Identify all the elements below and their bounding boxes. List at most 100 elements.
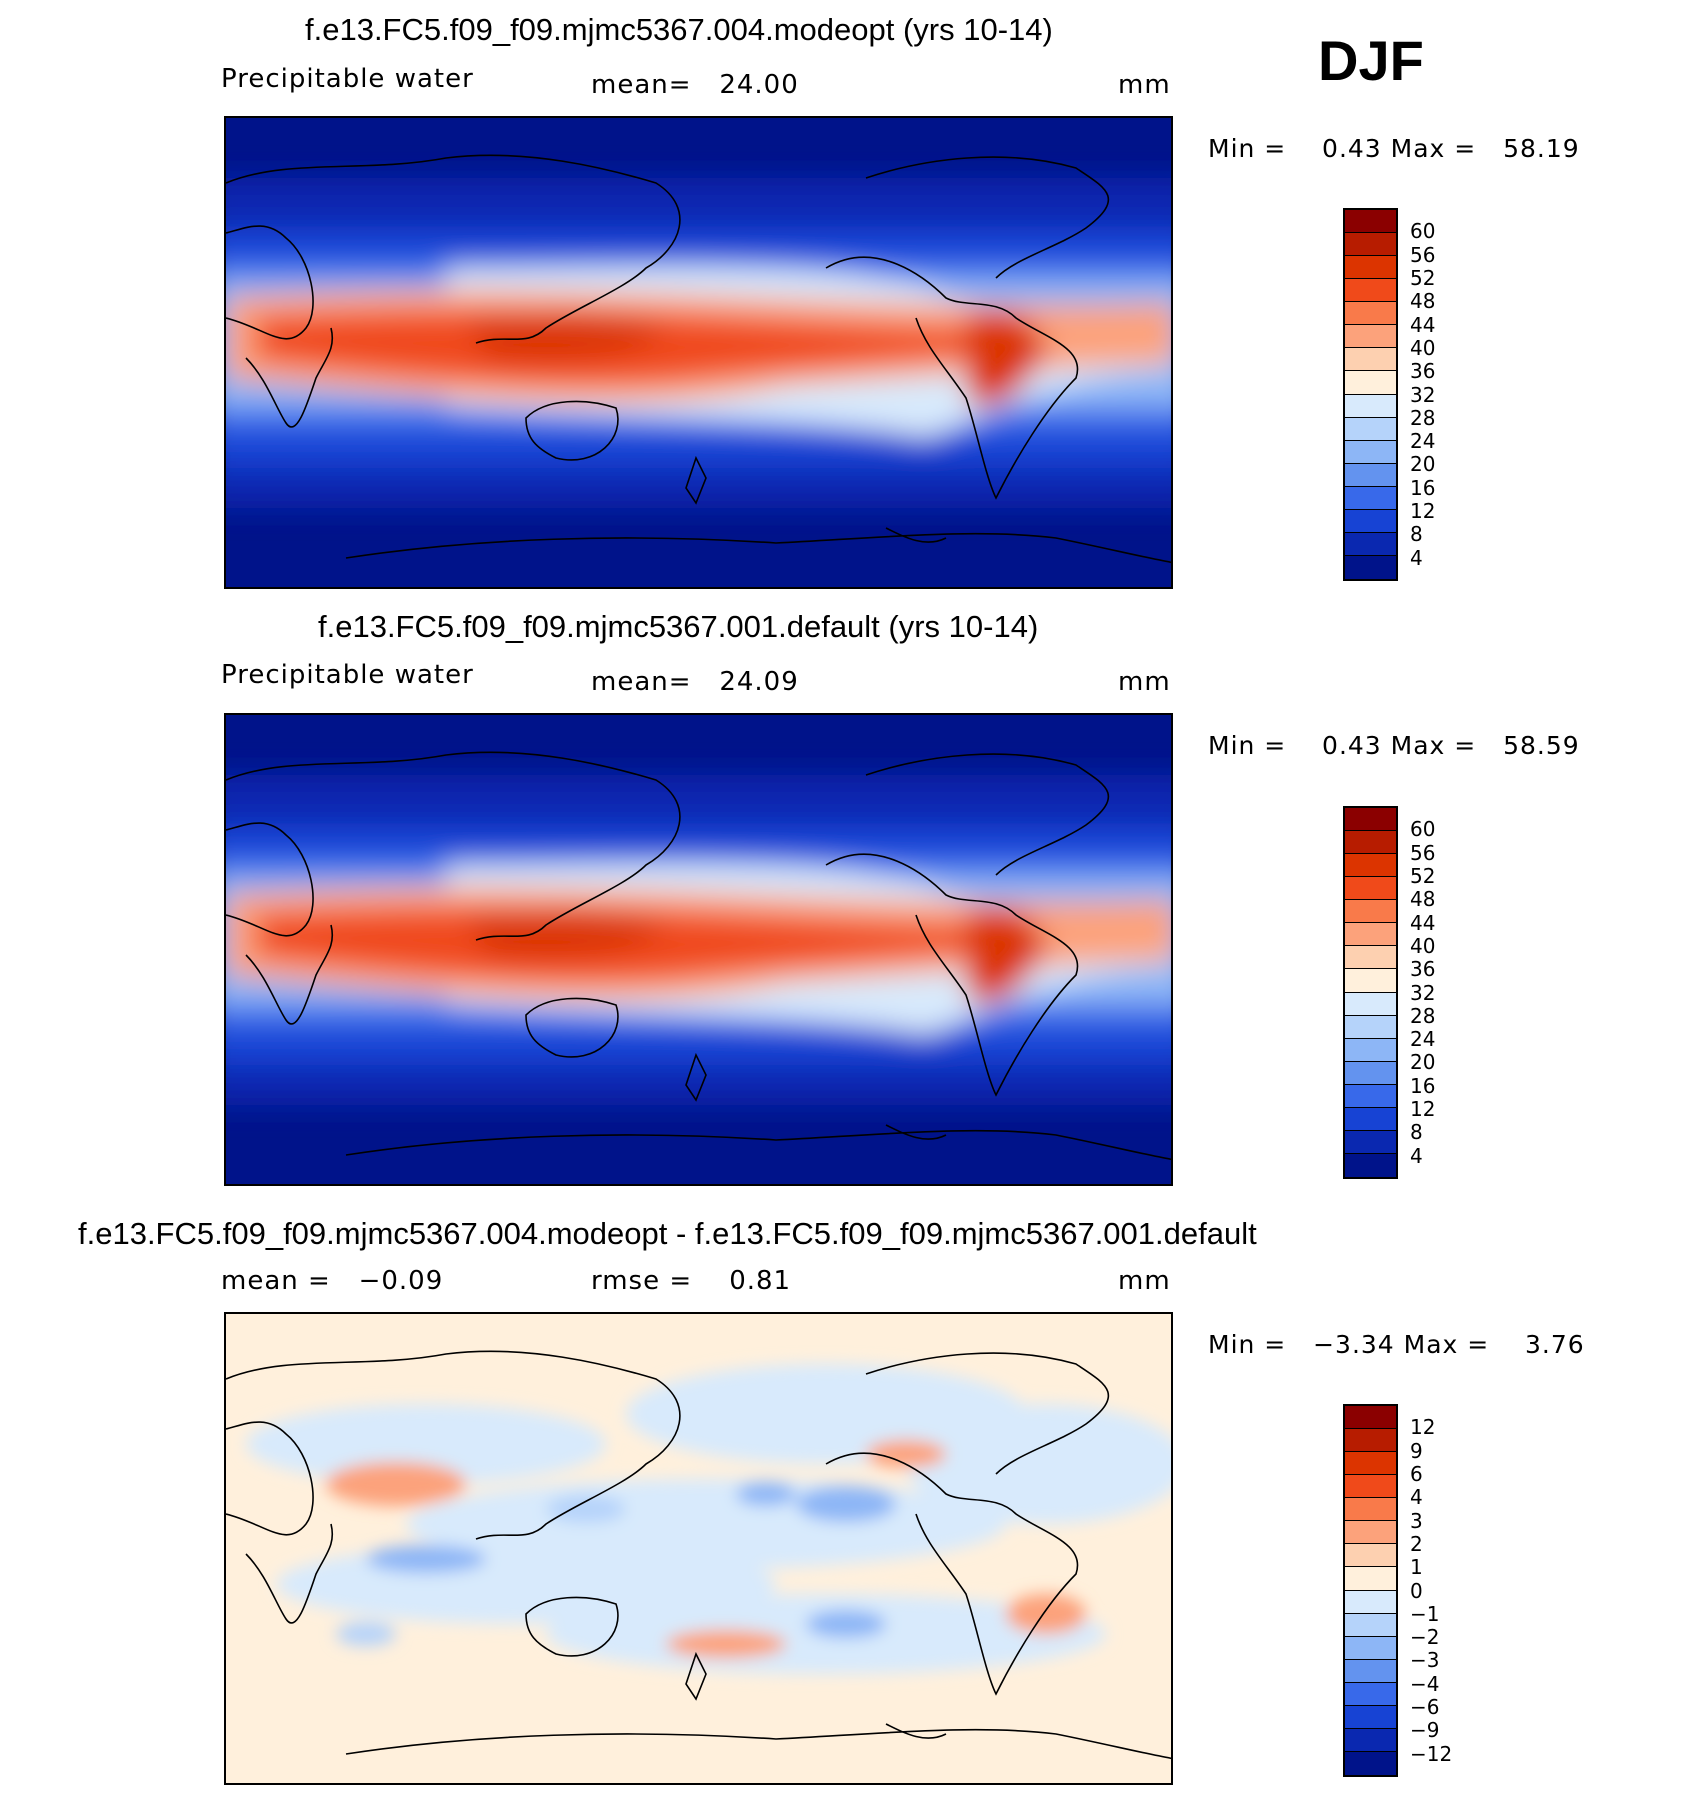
colorbar-label: −9	[1410, 1718, 1440, 1743]
colorbar-swatch	[1345, 348, 1396, 372]
colorbar-label: −12	[1410, 1741, 1453, 1766]
colorbar-swatch	[1345, 1107, 1396, 1131]
panel2-colorbar	[1343, 806, 1398, 1179]
colorbar-swatch	[1345, 808, 1396, 832]
panel3-rmse: rmse = 0.81	[591, 1266, 792, 1296]
colorbar-label: 8	[1410, 1120, 1423, 1145]
colorbar-label: −4	[1410, 1671, 1440, 1696]
panel3-minmax: Min = −3.34 Max = 3.76	[1208, 1330, 1585, 1359]
panel1-title: f.e13.FC5.f09_f09.mjmc5367.004.modeopt (…	[305, 12, 1053, 47]
colorbar-swatch	[1345, 946, 1396, 970]
panel1-colorbar	[1343, 208, 1398, 581]
panel1-variable: Precipitable water	[221, 64, 474, 94]
colorbar-swatch	[1345, 302, 1396, 326]
colorbar-swatch	[1345, 486, 1396, 510]
colorbar-swatch	[1345, 233, 1396, 257]
colorbar-label: −3	[1410, 1648, 1440, 1673]
colorbar-swatch	[1345, 1544, 1396, 1568]
season-label: DJF	[1318, 29, 1424, 92]
colorbar-label: 28	[1410, 1003, 1436, 1028]
colorbar-swatch	[1345, 992, 1396, 1016]
colorbar-label: 9	[1410, 1438, 1423, 1463]
colorbar-label: 20	[1410, 452, 1436, 477]
colorbar-swatch	[1345, 1567, 1396, 1591]
panel2-variable: Precipitable water	[221, 660, 474, 690]
colorbar-label: 12	[1410, 1097, 1436, 1122]
colorbar-swatch	[1345, 463, 1396, 487]
colorbar-swatch	[1345, 969, 1396, 993]
colorbar-label: 60	[1410, 817, 1436, 842]
panel2-units: mm	[1118, 667, 1171, 697]
colorbar-swatch	[1345, 831, 1396, 855]
panel1-units: mm	[1118, 70, 1171, 100]
colorbar-swatch	[1345, 1475, 1396, 1499]
colorbar-swatch	[1345, 210, 1396, 234]
colorbar-swatch	[1345, 1705, 1396, 1729]
colorbar-label: 12	[1410, 1415, 1436, 1440]
colorbar-swatch	[1345, 1061, 1396, 1085]
colorbar-label: 4	[1410, 1485, 1423, 1510]
colorbar-label: 52	[1410, 265, 1436, 290]
colorbar-swatch	[1345, 1429, 1396, 1453]
colorbar-label: 44	[1410, 910, 1436, 935]
colorbar-label: 16	[1410, 475, 1436, 500]
colorbar-label: 40	[1410, 335, 1436, 360]
panel2-minmax: Min = 0.43 Max = 58.59	[1208, 731, 1580, 760]
panel3-map	[224, 1312, 1173, 1785]
colorbar-label: 0	[1410, 1578, 1423, 1603]
colorbar-label: 24	[1410, 429, 1436, 454]
colorbar-label: 20	[1410, 1050, 1436, 1075]
colorbar-label: −2	[1410, 1625, 1440, 1650]
panel2-map	[224, 713, 1173, 1186]
colorbar-label: 4	[1410, 1143, 1423, 1168]
panel1-map	[224, 116, 1173, 589]
colorbar-swatch	[1345, 900, 1396, 924]
colorbar-label: 48	[1410, 289, 1436, 314]
colorbar-label: 6	[1410, 1461, 1423, 1486]
colorbar-label: 48	[1410, 887, 1436, 912]
colorbar-swatch	[1345, 1682, 1396, 1706]
colorbar-label: 56	[1410, 840, 1436, 865]
colorbar-swatch	[1345, 394, 1396, 418]
panel1-minmax: Min = 0.43 Max = 58.19	[1208, 134, 1580, 163]
colorbar-label: 52	[1410, 863, 1436, 888]
colorbar-swatch	[1345, 555, 1396, 579]
colorbar-swatch	[1345, 371, 1396, 395]
colorbar-label: 36	[1410, 359, 1436, 384]
colorbar-swatch	[1345, 1613, 1396, 1637]
colorbar-label: 28	[1410, 405, 1436, 430]
colorbar-swatch	[1345, 1130, 1396, 1154]
colorbar-label: 56	[1410, 242, 1436, 267]
colorbar-swatch	[1345, 1452, 1396, 1476]
colorbar-swatch	[1345, 854, 1396, 878]
colorbar-swatch	[1345, 1751, 1396, 1775]
panel3-units: mm	[1118, 1266, 1171, 1296]
colorbar-swatch	[1345, 1728, 1396, 1752]
colorbar-swatch	[1345, 325, 1396, 349]
colorbar-label: 32	[1410, 980, 1436, 1005]
colorbar-swatch	[1345, 1498, 1396, 1522]
panel3-mean: mean = −0.09	[221, 1266, 444, 1296]
panel3-title: f.e13.FC5.f09_f09.mjmc5367.004.modeopt -…	[78, 1216, 1257, 1251]
colorbar-swatch	[1345, 509, 1396, 533]
colorbar-label: 3	[1410, 1508, 1423, 1533]
colorbar-swatch	[1345, 532, 1396, 556]
colorbar-label: −1	[1410, 1601, 1440, 1626]
colorbar-label: 1	[1410, 1555, 1423, 1580]
colorbar-swatch	[1345, 417, 1396, 441]
colorbar-swatch	[1345, 1015, 1396, 1039]
colorbar-label: 60	[1410, 219, 1436, 244]
panel1-map-graphic	[226, 118, 1171, 587]
colorbar-label: 4	[1410, 545, 1423, 570]
colorbar-swatch	[1345, 1636, 1396, 1660]
colorbar-label: 36	[1410, 957, 1436, 982]
colorbar-swatch	[1345, 1521, 1396, 1545]
panel3-colorbar	[1343, 1404, 1398, 1777]
colorbar-swatch	[1345, 923, 1396, 947]
colorbar-swatch	[1345, 1038, 1396, 1062]
panel2-map-graphic	[226, 715, 1171, 1184]
colorbar-swatch	[1345, 1153, 1396, 1177]
colorbar-swatch	[1345, 440, 1396, 464]
colorbar-swatch	[1345, 1659, 1396, 1683]
colorbar-swatch	[1345, 1084, 1396, 1108]
